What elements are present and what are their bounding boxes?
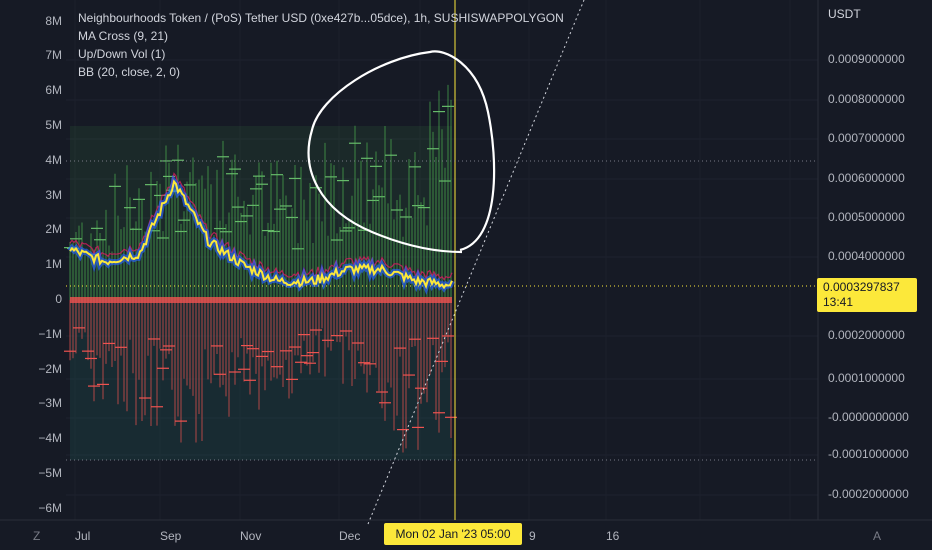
time-tick-label: 16 [606,529,620,543]
indicator-updown-vol[interactable]: Up/Down Vol (1) [78,47,166,61]
volume-tick-label: 2M [45,222,62,237]
price-tick-label: 0.0005000000 [828,210,905,224]
price-tick-label: 0.0004000000 [828,249,905,263]
indicator-bollinger[interactable]: BB (20, close, 2, 0) [78,65,181,79]
overlays [66,0,818,525]
time-tick-label: Dec [339,529,361,543]
volume-tick-label: 7M [45,48,62,63]
currency-unit: USDT [828,7,861,21]
freehand-annotation [307,50,496,254]
crosshair-time-label: Mon 02 Jan '23 05:00 [384,523,522,545]
time-tick-label: 9 [529,529,536,543]
time-tick-label: Sep [160,529,182,543]
price-tick-label: 0.0008000000 [828,92,905,106]
volume-tick-label: −6M [38,500,62,515]
price-line [69,179,453,290]
last-price-value: 0.0003297837 [823,280,900,294]
bollinger-upper-band [69,172,453,281]
price-tick-label: -0.0001000000 [828,447,909,461]
price-tick-label: 0.0001000000 [828,371,905,385]
price-tick-label: 0.0002000000 [828,328,905,342]
zoom-icon[interactable]: Z [33,529,41,543]
volume-tick-label: −4M [38,431,62,446]
volume-tick-label: −2M [38,361,62,376]
price-tick-label: 0.0007000000 [828,131,905,145]
time-tick-label: Jul [75,529,91,543]
volume-tick-label: 8M [45,13,62,28]
volume-tick-label: −1M [38,326,62,341]
zero-volume-band [70,297,452,303]
candle-countdown: 13:41 [823,295,854,309]
last-price-tag: 0.0003297837 13:41 [817,278,917,312]
volume-tick-label: 3M [45,187,62,202]
volume-tick-label: −3M [38,396,62,411]
volume-tick-label: 0 [55,292,62,306]
volume-tick-label: −5M [38,466,62,480]
price-series [67,172,455,295]
time-tick-label: Nov [240,529,262,543]
indicator-ma-cross[interactable]: MA Cross (9, 21) [78,29,169,43]
price-tick-label: 0.0009000000 [828,52,905,66]
price-tick-label: -0.0002000000 [828,487,909,501]
chart-legend: Neighbourhoods Token / (PoS) Tether USD … [78,9,564,81]
volume-tick-label: 4M [45,152,62,167]
volume-tick-label: 1M [45,257,62,272]
volume-tick-label: 5M [45,118,62,132]
volume-tick-label: 6M [45,83,62,98]
symbol-title[interactable]: Neighbourhoods Token / (PoS) Tether USD … [78,11,564,25]
price-tick-label: -0.0000000000 [828,410,909,424]
auto-scale-icon[interactable]: A [873,529,882,543]
price-tick-label: 0.0006000000 [828,171,905,185]
